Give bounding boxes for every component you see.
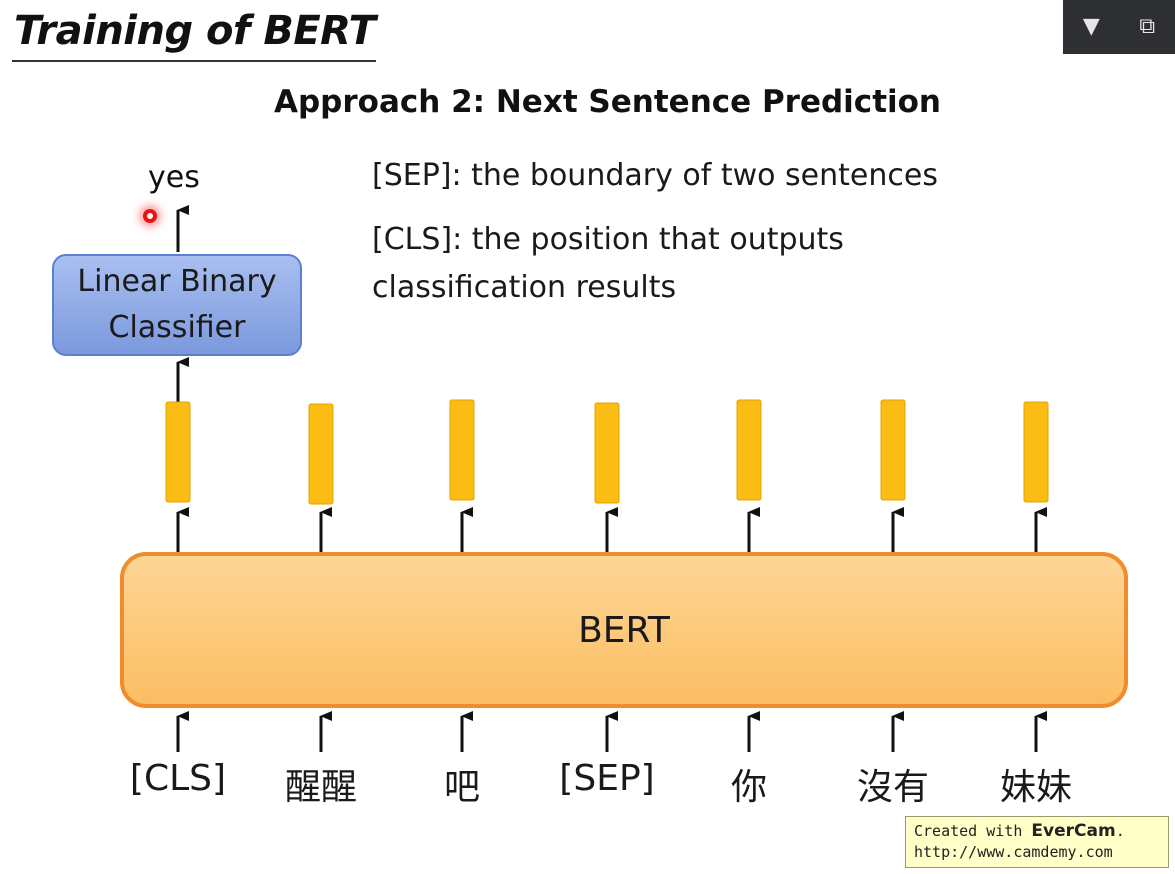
watermark-brand: EverCam xyxy=(1031,821,1116,841)
window-restore-icon[interactable]: ⧉ xyxy=(1139,14,1156,39)
cls-definition-line1: [CLS]: the position that outputs xyxy=(372,222,844,257)
slide-subtitle: Approach 2: Next Sentence Prediction xyxy=(273,84,941,120)
pointer-cursor-icon xyxy=(143,209,157,223)
title-underline xyxy=(12,60,376,62)
output-embedding-4 xyxy=(736,399,762,501)
dropdown-triangle-icon[interactable]: ▼ xyxy=(1082,14,1100,39)
watermark-url: http://www.camdemy.com xyxy=(914,843,1113,861)
output-embedding-5 xyxy=(880,399,906,501)
output-label: yes xyxy=(148,160,200,195)
bert-label: BERT xyxy=(578,609,670,651)
watermark-line1: Created with EverCam. xyxy=(914,821,1125,841)
linear-binary-classifier-box: Linear Binary Classifier xyxy=(52,254,302,356)
token-1: 醒醒 xyxy=(284,767,358,808)
cls-definition-line2: classification results xyxy=(372,270,677,305)
output-embedding-3 xyxy=(594,402,620,504)
evercam-watermark: Created with EverCam. http://www.camdemy… xyxy=(905,816,1169,868)
slide-title: Training of BERT xyxy=(14,8,376,54)
token-5: 沒有 xyxy=(856,767,930,808)
token-3: [SEP] xyxy=(559,758,655,799)
classifier-label-line1: Linear Binary xyxy=(77,264,277,299)
sep-definition: [SEP]: the boundary of two sentences xyxy=(372,158,938,193)
token-0: [CLS] xyxy=(129,758,227,799)
bert-model-box: BERT xyxy=(120,552,1128,708)
token-2: 吧 xyxy=(443,767,481,808)
viewer-toolbar: ▼ ⧉ xyxy=(1063,0,1175,54)
output-embedding-2 xyxy=(449,399,475,501)
output-embedding-6 xyxy=(1023,401,1049,503)
classifier-label-line2: Classifier xyxy=(108,310,246,345)
arrows-group xyxy=(176,205,1047,752)
embeddings-group xyxy=(165,399,1049,505)
output-embedding-1 xyxy=(308,403,334,505)
token-4: 你 xyxy=(730,767,768,808)
output-embedding-0 xyxy=(165,401,191,503)
token-6: 妹妹 xyxy=(999,767,1073,808)
